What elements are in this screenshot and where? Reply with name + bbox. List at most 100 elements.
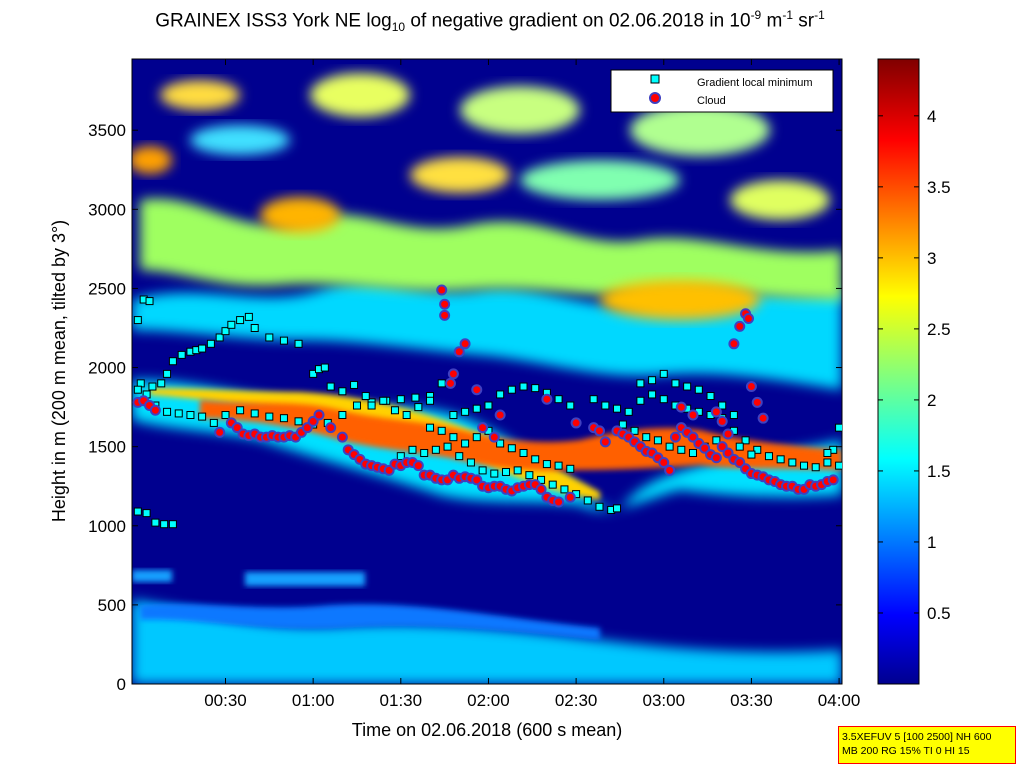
gradient-minimum-marker [402, 411, 411, 420]
gradient-minimum-marker [294, 417, 303, 426]
gradient-minimum-marker [496, 439, 505, 448]
gradient-minimum-marker [618, 420, 627, 429]
cloud-marker [553, 496, 565, 508]
x-axis: 00:30 01:00 01:30 02:00 02:30 03:00 03:30 04:00 [204, 59, 860, 710]
gradient-minimum-marker [145, 297, 154, 306]
gradient-minimum-marker [244, 312, 253, 321]
gradient-minimum-marker [168, 520, 177, 529]
cloud-marker [728, 338, 740, 350]
data-marks [132, 284, 842, 529]
title-unit-m: m [761, 10, 783, 32]
cloud-marker [710, 406, 722, 418]
gradient-minimum-marker [753, 445, 762, 454]
cloud-marker [494, 409, 506, 421]
cloud-marker [336, 431, 348, 443]
gradient-minimum-marker [160, 520, 169, 529]
colorbar-tick-label: 1.5 [927, 462, 951, 481]
gradient-minimum-marker [461, 407, 470, 416]
gradient-minimum-marker [361, 392, 370, 401]
y-tick-label: 3500 [88, 121, 126, 140]
cloud-marker [325, 422, 337, 434]
title-prefix: GRAINEX ISS3 York NE log [155, 10, 392, 32]
cloud-marker [757, 412, 769, 424]
y-tick-label: 2500 [88, 279, 126, 298]
gradient-minimum-marker [688, 448, 697, 457]
y-tick-label: 3000 [88, 200, 126, 219]
gradient-minimum-marker [414, 403, 423, 412]
cloud-marker [439, 309, 451, 321]
gradient-minimum-marker [525, 471, 534, 480]
gradient-minimum-marker [706, 392, 715, 401]
legend-circle-marker [649, 92, 661, 104]
gradient-minimum-marker [250, 323, 259, 332]
cloud-marker [564, 491, 576, 503]
gradient-minimum-marker [718, 401, 727, 410]
gradient-minimum-marker [449, 411, 458, 420]
gradient-minimum-marker [659, 395, 668, 404]
colorbar-tick-label: 4 [927, 107, 936, 126]
x-tick-label: 01:30 [380, 691, 423, 710]
gradient-minimum-marker [595, 502, 604, 511]
gradient-minimum-marker [186, 411, 195, 420]
gradient-minimum-marker [694, 385, 703, 394]
gradient-minimum-marker [437, 426, 446, 435]
x-tick-label: 04:00 [818, 691, 861, 710]
settings-info-box: 3.5XEFUV 5 [100 2500] NH 600 MB 200 RG 1… [838, 726, 1016, 764]
x-tick-label: 02:30 [555, 691, 598, 710]
cloud-marker [471, 384, 483, 396]
gradient-minimum-marker [198, 412, 207, 421]
gradient-minimum-marker [496, 390, 505, 399]
gradient-minimum-marker [554, 461, 563, 470]
y-tick-label: 1500 [88, 438, 126, 457]
gradient-minimum-marker [513, 466, 522, 475]
gradient-minimum-marker [712, 436, 721, 445]
title-exponent-3: -1 [814, 8, 825, 22]
gradient-minimum-marker [338, 411, 347, 420]
gradient-minimum-marker [265, 412, 274, 421]
gradient-minimum-marker [601, 401, 610, 410]
gradient-minimum-marker [788, 458, 797, 467]
gradient-minimum-marker [466, 458, 475, 467]
gradient-minimum-marker [221, 411, 230, 420]
legend-label-cloud: Cloud [697, 95, 726, 107]
gradient-minimum-marker [379, 396, 388, 405]
gradient-minimum-marker [431, 445, 440, 454]
gradient-minimum-marker [142, 509, 151, 518]
legend-square-marker [650, 74, 660, 84]
x-axis-label: Time on 02.06.2018 (600 s mean) [352, 720, 623, 740]
colorbar-axis: 0.5 1 1.5 2 2.5 3 3.5 4 [878, 107, 951, 623]
gradient-minimum-marker [133, 385, 142, 394]
gradient-minimum-marker [449, 433, 458, 442]
cloud-marker [444, 377, 456, 389]
gradient-minimum-marker [811, 463, 820, 472]
gradient-minimum-marker [174, 409, 183, 418]
gradient-minimum-marker [776, 455, 785, 464]
gradient-minimum-marker [294, 339, 303, 348]
gradient-minimum-marker [729, 411, 738, 420]
heatmap-field [132, 59, 842, 684]
gradient-minimum-marker [198, 344, 207, 353]
gradient-minimum-marker [519, 448, 528, 457]
gradient-minimum-marker [227, 320, 236, 329]
plot-frame [131, 58, 843, 685]
gradient-minimum-marker [163, 407, 172, 416]
gradient-minimum-marker [624, 407, 633, 416]
gradient-minimum-marker [320, 363, 329, 372]
title-unit-sr: sr [793, 10, 815, 32]
cloud-marker [570, 417, 582, 429]
gradient-minimum-marker [531, 455, 540, 464]
x-tick-label: 03:30 [730, 691, 773, 710]
y-axis-label: Height in m (200 m mean, tilted by 3°) [49, 220, 69, 522]
legend: Gradient local minimum Cloud [610, 69, 834, 113]
gradient-minimum-marker [151, 518, 160, 527]
gradient-minimum-marker [206, 339, 215, 348]
gradient-minimum-marker [265, 333, 274, 342]
gradient-minimum-marker [461, 439, 470, 448]
gradient-minimum-marker [677, 445, 686, 454]
x-tick-label: 01:00 [292, 691, 335, 710]
chart-title: GRAINEX ISS3 York NE log10 of negative g… [60, 8, 920, 34]
gradient-minimum-marker [548, 480, 557, 489]
gradient-minimum-marker [507, 385, 516, 394]
gradient-minimum-marker [671, 379, 680, 388]
